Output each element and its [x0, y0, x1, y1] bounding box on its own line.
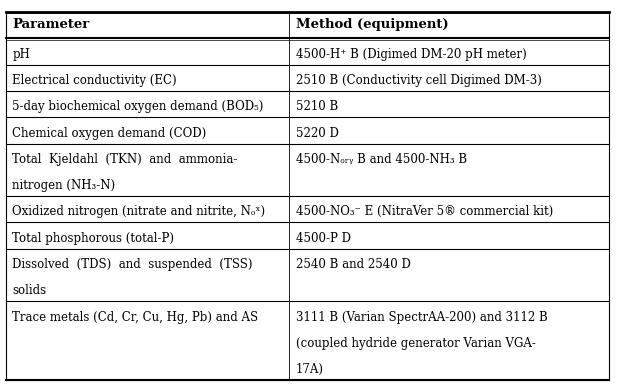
Text: 4500-H⁺ B (Digimed DM-20 pH meter): 4500-H⁺ B (Digimed DM-20 pH meter) [295, 48, 526, 61]
Text: solids: solids [12, 284, 47, 297]
Text: Total  Kjeldahl  (TKN)  and  ammonia-: Total Kjeldahl (TKN) and ammonia- [12, 153, 238, 166]
Text: 4500-Nₒᵣᵧ B and 4500-NH₃ B: 4500-Nₒᵣᵧ B and 4500-NH₃ B [295, 153, 466, 166]
Text: Total phosphorous (total-P): Total phosphorous (total-P) [12, 232, 174, 245]
Text: nitrogen (NH₃-N): nitrogen (NH₃-N) [12, 179, 116, 192]
Text: Chemical oxygen demand (COD): Chemical oxygen demand (COD) [12, 127, 207, 139]
Text: 2540 B and 2540 D: 2540 B and 2540 D [295, 258, 411, 271]
Text: 4500-P D: 4500-P D [295, 232, 351, 245]
Text: Electrical conductivity (EC): Electrical conductivity (EC) [12, 74, 177, 87]
Text: 5-day biochemical oxygen demand (BOD₅): 5-day biochemical oxygen demand (BOD₅) [12, 100, 264, 113]
Text: 2510 B (Conductivity cell Digimed DM-3): 2510 B (Conductivity cell Digimed DM-3) [295, 74, 542, 87]
Text: 17A): 17A) [295, 363, 323, 376]
Text: Oxidized nitrogen (nitrate and nitrite, Nₒˣ): Oxidized nitrogen (nitrate and nitrite, … [12, 205, 266, 218]
Text: 5210 B: 5210 B [295, 100, 338, 113]
Text: 3111 B (Varian SpectrAA-200) and 3112 B: 3111 B (Varian SpectrAA-200) and 3112 B [295, 311, 547, 324]
Text: (coupled hydride generator Varian VGA-: (coupled hydride generator Varian VGA- [295, 337, 536, 350]
Text: 4500-NO₃⁻ E (NitraVer 5® commercial kit): 4500-NO₃⁻ E (NitraVer 5® commercial kit) [295, 205, 553, 218]
Text: 5220 D: 5220 D [295, 127, 338, 139]
Text: Trace metals (Cd, Cr, Cu, Hg, Pb) and AS: Trace metals (Cd, Cr, Cu, Hg, Pb) and AS [12, 311, 258, 324]
Text: Parameter: Parameter [12, 18, 90, 31]
Text: Method (equipment): Method (equipment) [295, 18, 448, 31]
Text: pH: pH [12, 48, 30, 61]
Text: Dissolved  (TDS)  and  suspended  (TSS): Dissolved (TDS) and suspended (TSS) [12, 258, 253, 271]
